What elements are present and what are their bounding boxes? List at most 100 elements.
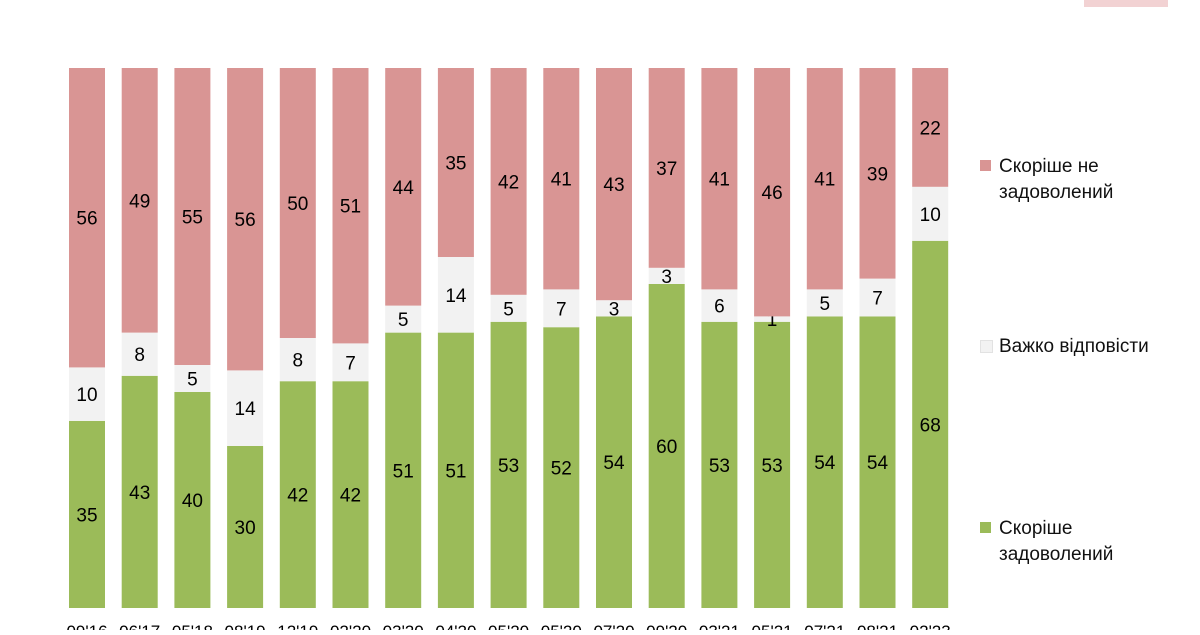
bar-segment bbox=[279, 68, 316, 338]
x-tick-label: 07'21 bbox=[804, 622, 845, 630]
bar-segment bbox=[227, 68, 264, 371]
x-tick-label: 08'19 bbox=[225, 622, 266, 630]
bar-value-label: 68 bbox=[920, 415, 941, 436]
bar-value-label: 5 bbox=[503, 299, 514, 320]
bar-segment bbox=[859, 68, 896, 279]
bar-segment bbox=[174, 392, 211, 608]
bar-value-label: 43 bbox=[129, 483, 150, 504]
bar-segment bbox=[437, 332, 474, 608]
bar-value-label: 14 bbox=[235, 399, 257, 420]
bar-value-label: 7 bbox=[345, 353, 356, 374]
bar-value-label: 42 bbox=[340, 486, 361, 507]
x-tick-label: 05'20 bbox=[541, 622, 582, 630]
bar-value-label: 5 bbox=[187, 370, 198, 391]
bar-value-label: 51 bbox=[340, 197, 361, 218]
bar-value-label: 54 bbox=[603, 453, 625, 474]
x-tick-label: 12'19 bbox=[277, 622, 318, 630]
legend-swatch-hard-to-say bbox=[980, 340, 993, 353]
bar-segment bbox=[806, 68, 843, 290]
bar-value-label: 53 bbox=[498, 456, 519, 477]
bar-value-label: 41 bbox=[709, 170, 730, 191]
bar-segment bbox=[648, 68, 685, 268]
bar-segment bbox=[490, 321, 527, 608]
bar-segment bbox=[912, 240, 949, 609]
bar-segment bbox=[279, 381, 316, 608]
bar-segment bbox=[332, 381, 369, 608]
bar-value-label: 35 bbox=[445, 154, 466, 175]
x-tick-label: 03'20 bbox=[383, 622, 424, 630]
bar-value-label: 39 bbox=[867, 164, 888, 185]
bar-value-label: 5 bbox=[820, 294, 831, 315]
bar-segment bbox=[227, 370, 264, 446]
bar-value-label: 10 bbox=[76, 385, 97, 406]
bar-value-label: 5 bbox=[398, 310, 409, 331]
x-tick-label: 05'18 bbox=[172, 622, 213, 630]
x-tick-label: 02'23 bbox=[910, 622, 951, 630]
bar-segment bbox=[754, 68, 791, 317]
bar-value-label: 8 bbox=[134, 345, 145, 366]
bar-value-label: 41 bbox=[814, 170, 835, 191]
bar-segment bbox=[754, 321, 791, 608]
bar-value-label: 7 bbox=[872, 289, 883, 310]
bar-value-label: 10 bbox=[920, 205, 941, 226]
bar-value-label: 22 bbox=[920, 118, 941, 139]
x-tick-label: 05'20 bbox=[488, 622, 529, 630]
bar-value-label: 8 bbox=[293, 351, 304, 372]
corner-tab bbox=[1084, 0, 1168, 7]
bar-segment bbox=[385, 332, 422, 608]
bar-value-label: 40 bbox=[182, 491, 203, 512]
bar-value-label: 6 bbox=[714, 297, 725, 318]
bar-segment bbox=[69, 68, 105, 368]
x-tick-label: 07'20 bbox=[593, 622, 634, 630]
bar-segment bbox=[543, 289, 580, 328]
x-tick-label: 06'17 bbox=[119, 622, 160, 630]
bar-value-label: 3 bbox=[661, 267, 672, 288]
bar-value-label: 51 bbox=[393, 461, 414, 482]
bar-value-label: 56 bbox=[235, 210, 256, 231]
bar-segment bbox=[912, 186, 949, 241]
bar-value-label: 3 bbox=[609, 299, 620, 320]
bar-segment bbox=[543, 327, 580, 608]
bar-segment bbox=[912, 68, 949, 187]
bar-segment bbox=[437, 257, 474, 333]
x-tick-label: 08'21 bbox=[857, 622, 898, 630]
bar-segment bbox=[121, 68, 158, 333]
x-tick-label: 03'21 bbox=[699, 622, 740, 630]
bar-segment bbox=[859, 316, 896, 608]
bar-segment bbox=[490, 68, 527, 295]
bar-segment bbox=[648, 267, 685, 284]
x-tick-label: 02'20 bbox=[330, 622, 371, 630]
bar-value-label: 60 bbox=[656, 437, 677, 458]
bar-value-label: 7 bbox=[556, 299, 567, 320]
bar-segment bbox=[806, 316, 843, 608]
bar-segment bbox=[332, 68, 369, 344]
bar-value-label: 30 bbox=[235, 518, 256, 539]
x-tick-label: 09'16 bbox=[66, 622, 107, 630]
bar-value-label: 42 bbox=[498, 172, 519, 193]
bar-value-label: 55 bbox=[182, 208, 203, 229]
bar-segment bbox=[596, 68, 632, 301]
bar-segment bbox=[859, 278, 896, 317]
legend-label-not-satisfied: Скоріше не задоволений bbox=[999, 156, 1114, 203]
bar-value-label: 41 bbox=[551, 170, 572, 191]
bar-segment bbox=[385, 68, 422, 306]
bar-value-label: 52 bbox=[551, 459, 572, 480]
bar-value-label: 43 bbox=[603, 175, 624, 196]
bar-value-label: 54 bbox=[867, 453, 889, 474]
bar-segment bbox=[596, 316, 632, 608]
bar-segment bbox=[174, 68, 211, 365]
legend-label-satisfied: Скоріше задоволений bbox=[999, 518, 1114, 565]
bar-segment bbox=[701, 68, 738, 290]
bar-segment bbox=[121, 332, 158, 376]
bar-segment bbox=[543, 68, 580, 290]
bar-segment bbox=[332, 343, 369, 382]
bar-value-label: 53 bbox=[762, 456, 783, 477]
bar-segment bbox=[69, 367, 105, 421]
bar-segment bbox=[754, 316, 791, 322]
legend-swatch-not-satisfied bbox=[980, 160, 991, 171]
legend-swatch-satisfied bbox=[980, 522, 991, 533]
bar-value-label: 50 bbox=[287, 194, 308, 215]
bar-value-label: 51 bbox=[445, 461, 466, 482]
